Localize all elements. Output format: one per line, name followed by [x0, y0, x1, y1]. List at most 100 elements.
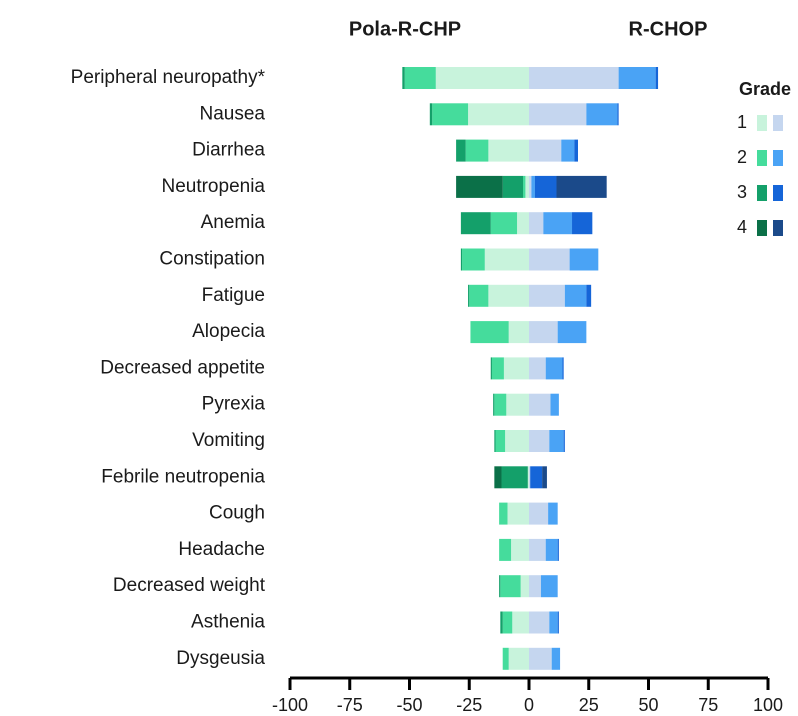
bar-segment: [529, 430, 550, 452]
bar-segment: [506, 393, 529, 416]
group-title: R-CHOP: [629, 18, 708, 40]
bar-segment: [556, 175, 607, 198]
x-tick-label: -25: [456, 695, 482, 715]
legend-swatch: [757, 220, 767, 236]
bar-segment: [561, 139, 575, 162]
x-tick-label: 25: [579, 695, 599, 715]
bar-segment: [527, 466, 529, 489]
bar-segment: [564, 284, 587, 307]
category-label: Fatigue: [202, 285, 265, 306]
bar-segment: [557, 611, 559, 634]
bar-segment: [507, 502, 529, 525]
bar-segment: [569, 248, 599, 271]
bar-segment: [529, 248, 570, 271]
legend-title: Grade: [739, 79, 791, 99]
bar-segment: [503, 357, 529, 380]
category-label: Dysgeusia: [176, 648, 265, 669]
bar-segment: [468, 284, 470, 307]
bar-segment: [529, 393, 551, 416]
x-tick-label: -100: [272, 695, 308, 715]
category-label: Cough: [209, 503, 265, 524]
category-label: Headache: [178, 539, 265, 560]
bar-segment: [586, 284, 592, 307]
bar-segment: [618, 67, 656, 89]
bar-segment: [469, 284, 489, 307]
bar-segment: [508, 321, 529, 344]
bar-segment: [499, 575, 501, 598]
bar-segment: [462, 248, 485, 271]
bar-segment: [531, 175, 535, 198]
category-label: Neutropenia: [161, 176, 265, 197]
bar-segment: [550, 393, 559, 416]
bar-segment: [456, 139, 466, 162]
bar-segment: [529, 647, 552, 670]
legend-label: 3: [737, 182, 747, 202]
bar-segment: [502, 175, 524, 198]
legend-label: 1: [737, 112, 747, 132]
x-tick-label: -75: [337, 695, 363, 715]
bar-segment: [574, 139, 578, 162]
bar-segment: [545, 357, 563, 380]
category-label: Pyrexia: [202, 394, 266, 415]
bar-segment: [562, 357, 564, 380]
bar-segment: [525, 175, 529, 198]
bar-segment: [493, 393, 495, 416]
bar-segment: [529, 284, 565, 307]
category-label: Anemia: [201, 212, 266, 233]
bar-segment: [563, 430, 565, 452]
bar-segment: [460, 248, 463, 271]
legend-swatch: [757, 150, 767, 166]
legend-swatch: [773, 115, 783, 131]
bar-segment: [517, 212, 529, 235]
bar-segment: [529, 139, 562, 162]
bar-segment: [530, 466, 543, 489]
bar-segment: [494, 466, 502, 489]
category-label: Diarrhea: [192, 140, 265, 161]
bar-segment: [470, 321, 509, 344]
bar-segment: [465, 139, 489, 162]
bar-segment: [572, 212, 593, 235]
bar-segment: [490, 357, 492, 380]
bar-segment: [501, 466, 528, 489]
bar-segment: [502, 647, 509, 670]
bar-segment: [557, 538, 559, 561]
legend-swatch: [757, 185, 767, 201]
bar-segment: [529, 466, 531, 489]
category-label: Nausea: [200, 103, 266, 124]
legend-swatch: [757, 115, 767, 131]
bar-segment: [490, 212, 518, 235]
group-title: Pola-R-CHP: [349, 18, 461, 40]
category-label: Decreased weight: [113, 575, 266, 596]
bar-segment: [491, 357, 504, 380]
bar-segment: [548, 502, 558, 525]
bar-segment: [512, 611, 529, 634]
bar-segment: [505, 430, 529, 452]
bar-segment: [617, 103, 619, 126]
bar-segment: [500, 611, 503, 634]
category-label: Asthenia: [191, 612, 265, 633]
category-label: Decreased appetite: [100, 357, 265, 378]
bar-segment: [529, 103, 587, 126]
bar-segment: [494, 393, 507, 416]
category-label: Alopecia: [192, 321, 265, 342]
bar-segment: [511, 538, 529, 561]
x-tick-label: -50: [396, 695, 422, 715]
bar-segment: [542, 466, 547, 489]
bar-segment: [529, 502, 549, 525]
bar-segment: [499, 502, 508, 525]
x-tick-label: 0: [524, 695, 534, 715]
bar-segment: [495, 430, 506, 452]
bar-segment: [429, 103, 433, 126]
bar-segment: [488, 139, 529, 162]
bar-segment: [520, 575, 529, 598]
bar-segment: [529, 212, 544, 235]
bar-segment: [404, 67, 436, 89]
category-label: Febrile neutropenia: [101, 466, 265, 487]
legend-label: 4: [737, 217, 747, 237]
legend-swatch: [773, 220, 783, 236]
bar-segment: [529, 175, 532, 198]
bar-segment: [586, 103, 618, 126]
bar-segment: [529, 321, 558, 344]
category-label: Vomiting: [192, 430, 265, 451]
